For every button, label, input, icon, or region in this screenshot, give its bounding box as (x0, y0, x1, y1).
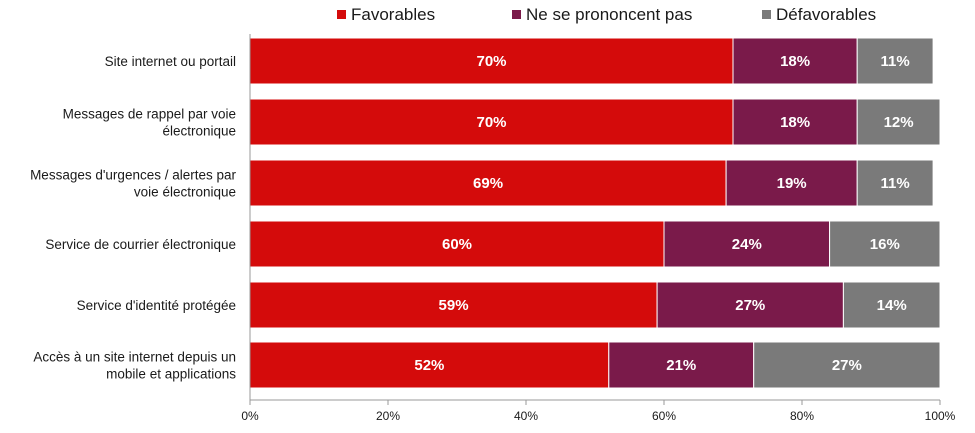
x-tick-label-2: 20% (376, 409, 400, 423)
x-tick-label-5: 80% (790, 409, 814, 423)
bar-value-label-2-2: 18% (780, 114, 810, 131)
bar-value-label-4-1: 60% (442, 236, 472, 253)
x-tick-label-3: 40% (514, 409, 538, 423)
bar-segment-5-1 (249, 281, 658, 329)
bar-value-label-6-1: 52% (414, 357, 444, 374)
bar-segment-4-1 (249, 220, 665, 268)
bar-value-label-2-3: 12% (884, 114, 914, 131)
category-label-6-line-2: mobile et applications (106, 367, 236, 382)
bar-segment-2-3 (856, 98, 941, 146)
category-label-3-line-1: Messages d'urgences / alertes par (30, 168, 236, 183)
bars: 70% 18% 11% 70% 18% 12% 69% 19% 11% 60% 24% 16% 59% 2… (249, 37, 941, 389)
bar-segment-1-1 (249, 37, 734, 85)
bar-value-label-5-2: 27% (735, 297, 765, 314)
legend-swatch-3 (762, 10, 771, 19)
bar-value-label-2-1: 70% (476, 114, 506, 131)
category-labels: Site internet ou portail Messages de rapp… (30, 54, 236, 382)
x-tick-label-1: 0% (241, 409, 259, 423)
category-label-4-line-1: Service de courrier électronique (45, 237, 236, 252)
bar-segment-5-2 (656, 281, 844, 329)
category-label-6-line-1: Accès à un site internet depuis un (33, 350, 236, 365)
legend-label-2: Ne se prononcent pas (526, 5, 692, 24)
bar-value-label-4-2: 24% (732, 236, 762, 253)
bar-segment-4-3 (829, 220, 941, 268)
bar-segment-1-3 (856, 37, 934, 85)
x-axis: 0% 20% 40% 60% 80% 100% (241, 34, 956, 423)
bar-value-label-1-3: 11% (881, 53, 910, 70)
bar-value-label-6-2: 21% (666, 357, 696, 374)
bar-value-label-5-1: 59% (439, 297, 469, 314)
legend-label-1: Favorables (351, 5, 435, 24)
bar-value-label-3-3: 11% (881, 175, 910, 192)
bar-segment-3-1 (249, 159, 727, 207)
legend-swatch-2 (512, 10, 521, 19)
bar-value-label-3-1: 69% (473, 175, 503, 192)
x-tick-label-6: 100% (925, 409, 956, 423)
bar-value-label-5-3: 14% (877, 297, 907, 314)
legend-label-3: Défavorables (776, 5, 876, 24)
bar-segment-2-1 (249, 98, 734, 146)
category-label-2-line-2: électronique (162, 124, 236, 139)
bar-segment-1-2 (732, 37, 858, 85)
bar-segment-6-2 (608, 341, 755, 389)
category-label-2-line-1: Messages de rappel par voie (63, 107, 236, 122)
bar-segment-3-3 (856, 159, 934, 207)
bar-segment-2-2 (732, 98, 858, 146)
bar-value-label-4-3: 16% (870, 236, 900, 253)
legend-swatch-1 (337, 10, 346, 19)
bar-value-label-1-1: 70% (476, 53, 506, 70)
legend: Favorables Ne se prononcent pas Défavorabl… (337, 5, 876, 24)
category-label-1-line-1: Site internet ou portail (105, 54, 236, 69)
category-label-5-line-1: Service d'identité protégée (77, 298, 236, 313)
bar-value-label-6-3: 27% (832, 357, 862, 374)
bar-segment-5-3 (842, 281, 941, 329)
bar-segment-3-2 (725, 159, 858, 207)
x-tick-label-4: 60% (652, 409, 676, 423)
bar-value-label-1-2: 18% (780, 53, 810, 70)
category-label-3-line-2: voie électronique (134, 185, 236, 200)
bar-segment-6-3 (753, 341, 941, 389)
bar-value-label-3-2: 19% (777, 175, 807, 192)
